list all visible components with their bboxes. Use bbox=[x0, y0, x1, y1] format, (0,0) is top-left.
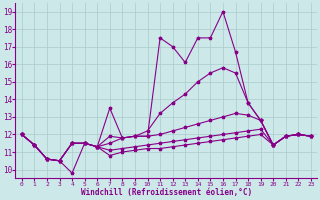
X-axis label: Windchill (Refroidissement éolien,°C): Windchill (Refroidissement éolien,°C) bbox=[81, 188, 252, 197]
